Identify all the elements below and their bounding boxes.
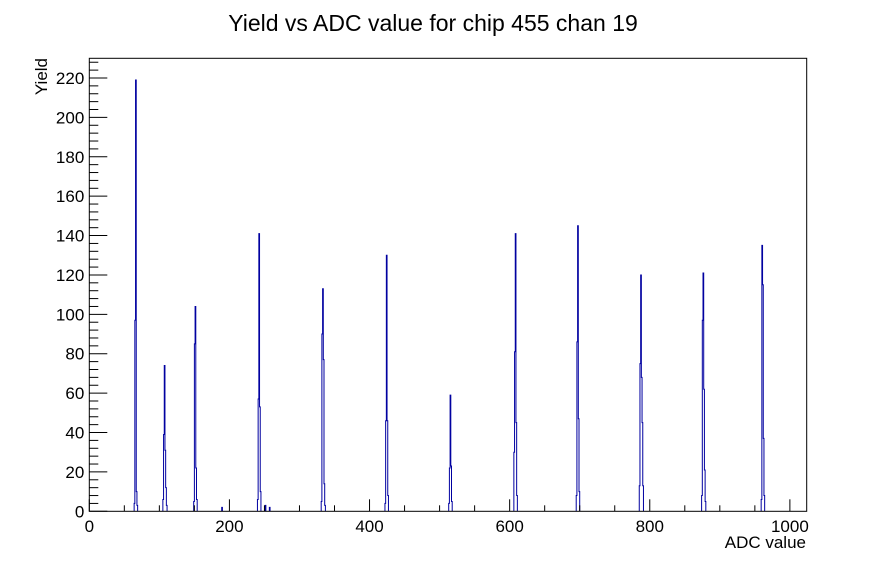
histogram-peak-path xyxy=(575,225,581,512)
chart-title: Yield vs ADC value for chip 455 chan 19 xyxy=(228,10,638,36)
histogram-peak-path xyxy=(448,394,453,512)
y-tick-label: 120 xyxy=(56,266,84,285)
x-tick-label: 600 xyxy=(495,517,523,536)
y-tick-label: 0 xyxy=(75,502,84,521)
histogram-peak-path xyxy=(513,233,518,512)
x-tick-label: 0 xyxy=(85,517,94,536)
histogram-peak-path xyxy=(221,506,223,512)
histogram-peak-path xyxy=(638,274,644,512)
x-tick-label: 800 xyxy=(636,517,664,536)
x-tick-label: 1000 xyxy=(771,517,809,536)
y-tick-label: 100 xyxy=(56,305,84,324)
histogram-peak-path xyxy=(760,244,766,512)
histogram-peak-path xyxy=(268,506,271,512)
plot-frame xyxy=(88,57,808,512)
x-tick-label: 400 xyxy=(355,517,383,536)
histogram-peak-path xyxy=(133,79,139,512)
y-tick-label: 220 xyxy=(56,69,84,88)
histogram-peak-path xyxy=(384,254,389,512)
y-tick-label: 200 xyxy=(56,108,84,127)
histogram-peak-path xyxy=(162,365,168,512)
y-axis-title: Yield xyxy=(32,58,51,95)
histogram-peak-path xyxy=(264,504,267,512)
y-tick-label: 160 xyxy=(56,187,84,206)
histogram-bars xyxy=(133,79,766,512)
y-tick-label: 180 xyxy=(56,148,84,167)
y-tick-label: 140 xyxy=(56,227,84,246)
axis-ticks xyxy=(88,61,791,512)
histogram-peak-path xyxy=(193,305,198,512)
tick-labels: 0 20 40 60 80 100 120 140 160 180 200 220 0 200 400 600… xyxy=(56,69,809,536)
x-axis-title: ADC value xyxy=(725,533,806,552)
y-tick-label: 20 xyxy=(65,463,84,482)
histogram-peak-path xyxy=(256,233,262,512)
x-tick-label: 200 xyxy=(215,517,243,536)
y-tick-label: 60 xyxy=(65,384,84,403)
histogram-peak-path xyxy=(701,272,707,512)
histogram-peak-path xyxy=(320,288,326,512)
y-tick-label: 80 xyxy=(65,345,84,364)
y-tick-label: 40 xyxy=(65,424,84,443)
